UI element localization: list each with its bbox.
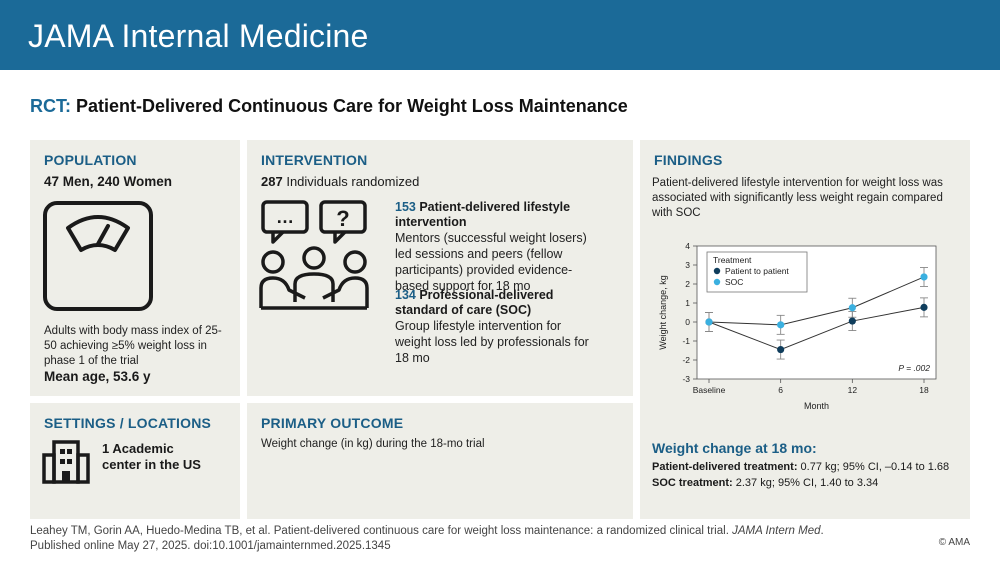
arm1-block: 153 Patient-delivered lifestyle interven… bbox=[395, 200, 627, 294]
legend-label: Patient to patient bbox=[725, 266, 789, 276]
svg-text:…: … bbox=[276, 207, 294, 227]
scale-icon bbox=[43, 201, 153, 311]
settings-panel: SETTINGS / LOCATIONS 1 Academic center i… bbox=[30, 403, 240, 519]
intervention-panel: INTERVENTION 287 Individuals randomized … bbox=[247, 140, 633, 396]
arm2-description: Group lifestyle intervention for weight … bbox=[395, 319, 589, 365]
y-tick-label: 4 bbox=[685, 241, 690, 251]
group-discussion-icon: … ? bbox=[259, 200, 369, 310]
series-line bbox=[708, 306, 925, 351]
settings-text-a: 1 Academic bbox=[102, 441, 174, 456]
arm1-title-a: Patient-delivered lifestyle bbox=[419, 200, 571, 214]
journal-name: JAMA Internal Medicine bbox=[28, 18, 369, 54]
result-heading: Weight change at 18 mo: bbox=[652, 440, 817, 456]
randomized-line: 287 Individuals randomized bbox=[261, 174, 419, 189]
randomized-count: 287 bbox=[261, 174, 283, 189]
citation-text: Leahey TM, Gorin AA, Huedo-Medina TB, et… bbox=[30, 525, 729, 537]
settings-text-b: center in the US bbox=[102, 457, 201, 472]
findings-summary: Patient-delivered lifestyle intervention… bbox=[652, 177, 943, 219]
arm1-count: 153 bbox=[395, 200, 416, 214]
result1-value: 0.77 kg; 95% CI, –0.14 to 1.68 bbox=[800, 461, 950, 473]
findings-heading: FINDINGS bbox=[654, 152, 723, 168]
arm2-count: 134 bbox=[395, 288, 416, 302]
arm1-title-b: intervention bbox=[395, 215, 467, 229]
x-axis-label: Month bbox=[804, 401, 829, 411]
data-point bbox=[920, 303, 928, 311]
data-point bbox=[848, 304, 856, 312]
x-tick-label: 6 bbox=[778, 385, 783, 395]
x-tick-label: Baseline bbox=[693, 385, 726, 395]
result-line-1: Patient-delivered treatment: 0.77 kg; 95… bbox=[652, 460, 949, 475]
outcome-heading: PRIMARY OUTCOME bbox=[261, 415, 404, 431]
result-line-2: SOC treatment: 2.37 kg; 95% CI, 1.40 to … bbox=[652, 476, 878, 491]
legend-box bbox=[706, 251, 808, 293]
y-tick-label: 0 bbox=[685, 317, 690, 327]
findings-panel: FINDINGS Patient-delivered lifestyle int… bbox=[640, 140, 970, 519]
y-axis-label: Weight change, kg bbox=[658, 275, 668, 349]
data-point bbox=[920, 273, 928, 281]
copyright: © AMA bbox=[938, 537, 970, 548]
series-line bbox=[708, 276, 925, 326]
legend-title: Treatment bbox=[713, 255, 752, 265]
population-heading: POPULATION bbox=[44, 152, 137, 168]
title-text: Patient-Delivered Continuous Care for We… bbox=[76, 96, 628, 116]
y-tick-label: 3 bbox=[685, 260, 690, 270]
outcome-panel: PRIMARY OUTCOME Weight change (in kg) du… bbox=[247, 403, 633, 519]
population-panel: POPULATION 47 Men, 240 Women Adults with… bbox=[30, 140, 240, 396]
population-mean-age: Mean age, 53.6 y bbox=[44, 369, 151, 384]
y-tick-label: -1 bbox=[682, 336, 690, 346]
data-point bbox=[705, 318, 713, 326]
legend-marker bbox=[713, 267, 721, 275]
outcome-text: Weight change (in kg) during the 18-mo t… bbox=[261, 438, 485, 450]
y-tick-label: -2 bbox=[682, 355, 690, 365]
data-point bbox=[777, 321, 785, 329]
arm2-title-a: Professional-delivered bbox=[419, 288, 554, 302]
svg-text:?: ? bbox=[336, 206, 349, 231]
result2-value: 2.37 kg; 95% CI, 1.40 to 3.34 bbox=[735, 477, 879, 489]
citation: Leahey TM, Gorin AA, Huedo-Medina TB, et… bbox=[30, 525, 824, 552]
arm2-title-b: standard of care (SOC) bbox=[395, 303, 532, 317]
result1-label: Patient-delivered treatment: bbox=[652, 461, 798, 473]
page-title: RCT: Patient-Delivered Continuous Care f… bbox=[30, 96, 628, 117]
citation-journal: JAMA Intern Med bbox=[732, 525, 821, 537]
header-bar: JAMA Internal Medicine bbox=[0, 0, 1000, 70]
citation-published: Published online May 27, 2025. doi:10.10… bbox=[30, 540, 391, 552]
population-counts: 47 Men, 240 Women bbox=[44, 174, 173, 189]
data-point bbox=[777, 345, 785, 354]
result2-label: SOC treatment: bbox=[652, 477, 733, 489]
population-description: Adults with body mass index of 25-50 ach… bbox=[44, 325, 222, 367]
x-tick-label: 12 bbox=[848, 385, 858, 395]
settings-heading: SETTINGS / LOCATIONS bbox=[44, 415, 212, 431]
arm2-block: 134 Professional-delivered standard of c… bbox=[395, 288, 627, 366]
p-value-annotation: P = .002 bbox=[898, 363, 930, 373]
settings-text: 1 Academic center in the US bbox=[102, 441, 201, 473]
randomized-text: Individuals randomized bbox=[286, 174, 420, 189]
legend-label: SOC bbox=[725, 277, 743, 287]
y-tick-label: 1 bbox=[685, 298, 690, 308]
y-tick-label: -3 bbox=[682, 374, 690, 384]
title-prefix: RCT: bbox=[30, 96, 71, 116]
arm1-description: Mentors (successful weight losers) led s… bbox=[395, 231, 587, 293]
legend-marker bbox=[713, 278, 721, 286]
intervention-heading: INTERVENTION bbox=[261, 152, 368, 168]
x-tick-label: 18 bbox=[919, 385, 929, 395]
y-tick-label: 2 bbox=[685, 279, 690, 289]
data-point bbox=[848, 317, 856, 325]
building-icon bbox=[42, 440, 90, 484]
